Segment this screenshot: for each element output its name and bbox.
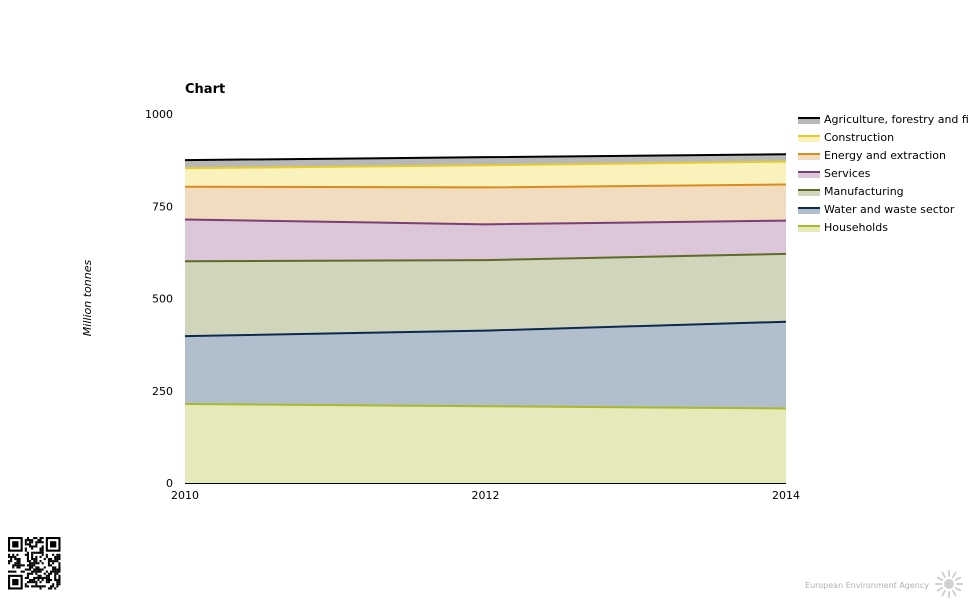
y-axis-label: Million tonnes — [81, 260, 94, 337]
x-tick-label: 2012 — [472, 489, 500, 502]
y-tick-label: 750 — [152, 200, 173, 213]
line-households — [184, 403, 787, 410]
area-services — [185, 219, 786, 262]
legend-swatch — [798, 208, 820, 214]
y-tick-label: 0 — [166, 477, 173, 490]
eea-sun-logo-icon — [935, 570, 963, 598]
area-manufacturing — [185, 253, 786, 337]
line-agriculture-forestry-and-fi — [184, 153, 787, 162]
legend-label: Energy and extraction — [824, 149, 946, 162]
lines-layer — [184, 153, 787, 410]
legend-swatch — [798, 154, 820, 160]
legend-swatch — [798, 172, 820, 178]
line-construction — [184, 160, 787, 170]
legend-item-services: Services — [798, 167, 871, 180]
legend-item-water-and-waste-sector: Water and waste sector — [798, 203, 955, 216]
legend-label: Construction — [824, 131, 894, 144]
legend-label: Water and waste sector — [824, 203, 955, 216]
legend-item-energy-and-extraction: Energy and extraction — [798, 149, 946, 162]
area-households — [185, 404, 786, 483]
qr-code-icon — [8, 537, 61, 590]
area-construction — [185, 161, 786, 188]
chart-title: Chart — [185, 82, 225, 97]
area-water-and-waste-sector — [185, 321, 786, 409]
legend-swatch — [798, 118, 820, 124]
legend-label: Services — [824, 167, 871, 180]
legend-item-agriculture-forestry-and-fi: Agriculture, forestry and fi — [798, 113, 969, 126]
line-water-and-waste-sector — [184, 320, 787, 338]
legend-label: Manufacturing — [824, 185, 904, 198]
legend-label: Households — [824, 221, 888, 234]
area-agriculture-forestry-and-fi — [185, 154, 786, 169]
legend-item-manufacturing: Manufacturing — [798, 185, 904, 198]
footer-brand: European Environment Agency — [805, 581, 929, 590]
legend-label: Agriculture, forestry and fi — [824, 113, 969, 126]
line-manufacturing — [184, 252, 787, 263]
legend: Agriculture, forestry and fi Construction… — [798, 113, 969, 234]
area-energy-and-extraction — [185, 184, 786, 225]
legend-swatch — [798, 226, 820, 232]
x-axis-ticks: 2010 2012 2014 — [171, 489, 800, 502]
legend-swatch — [798, 136, 820, 142]
legend-swatch — [798, 190, 820, 196]
x-tick-label: 2010 — [171, 489, 199, 502]
y-tick-label: 500 — [152, 293, 173, 306]
legend-item-construction: Construction — [798, 131, 894, 144]
y-tick-label: 1000 — [145, 108, 173, 121]
legend-item-households: Households — [798, 221, 888, 234]
y-axis-ticks: 0 250 500 750 1000 — [145, 108, 173, 490]
line-services — [184, 218, 787, 226]
y-tick-label: 250 — [152, 385, 173, 398]
areas-layer — [185, 154, 786, 483]
x-tick-label: 2014 — [772, 489, 800, 502]
line-energy-and-extraction — [184, 183, 787, 189]
